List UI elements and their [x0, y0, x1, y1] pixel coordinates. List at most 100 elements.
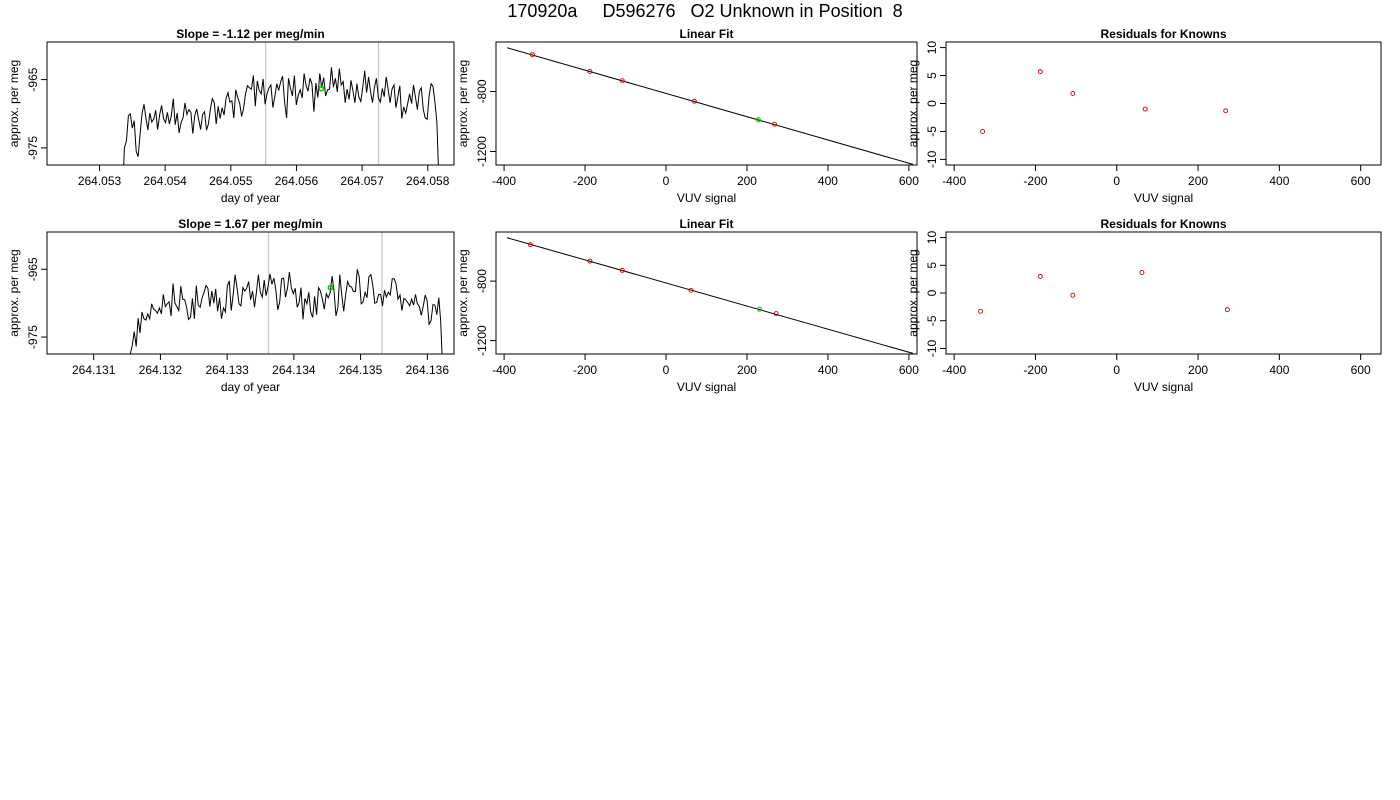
y-tick-label: 5: [925, 262, 939, 269]
plot-area: [506, 47, 914, 165]
x-tick-label: 264.053: [78, 174, 122, 188]
residual-point: [1037, 273, 1043, 279]
y-axis-label: approx. per meg: [456, 249, 470, 336]
known-point: [691, 98, 697, 104]
y-tick-label: -1200: [475, 136, 489, 167]
x-tick-label: 264.135: [339, 363, 383, 377]
y-tick-label: -965: [26, 67, 40, 91]
x-tick-label: 264.131: [72, 363, 116, 377]
plot-frame: [46, 41, 455, 166]
x-tick-label: -200: [573, 363, 597, 377]
plot-frame: [495, 231, 918, 355]
x-tick-label: 200: [1188, 174, 1208, 188]
unknown-marker: [318, 85, 325, 92]
x-tick-label: -400: [942, 363, 966, 377]
plot-area: [123, 67, 439, 165]
y-tick-label: -10: [925, 339, 939, 357]
fit-line: [506, 47, 914, 165]
plot-frame: [46, 231, 455, 355]
y-tick-label: -800: [475, 269, 489, 293]
plot-area: [980, 69, 1229, 134]
residual-point: [1223, 108, 1229, 114]
y-axis-label: approx. per meg: [906, 249, 920, 336]
residual-point: [1139, 270, 1145, 275]
x-tick-label: -200: [573, 174, 597, 188]
x-tick-label: 200: [1188, 363, 1208, 377]
x-tick-label: 264.056: [275, 174, 319, 188]
page-title: 170920a D596276 O2 Unknown in Position 8: [507, 1, 903, 21]
plot-area: [129, 269, 443, 354]
plot-frame: [945, 41, 1382, 166]
y-tick-label: -5: [925, 126, 939, 137]
chart-panel-3: Residuals for Knowns -400 -200 0 200 400 600 -1…: [906, 27, 1382, 205]
known-point: [772, 121, 777, 127]
x-tick-label: 264.134: [272, 363, 316, 377]
x-tick-label: -400: [492, 363, 516, 377]
x-tick-label: 264.057: [340, 174, 384, 188]
x-tick-label: 0: [1113, 363, 1120, 377]
unknown-point: [756, 306, 763, 312]
x-tick-label: 264.133: [205, 363, 249, 377]
plot-area: [506, 237, 914, 354]
y-tick-label: -5: [925, 315, 939, 326]
y-axis-label: approx. per meg: [906, 60, 920, 147]
known-point: [619, 78, 625, 84]
x-tick-label: 600: [899, 363, 919, 377]
x-axis-label: VUV signal: [677, 191, 736, 205]
known-point: [587, 68, 593, 74]
x-axis-label: VUV signal: [1134, 380, 1193, 394]
x-tick-label: 600: [899, 174, 919, 188]
x-tick-label: -200: [1023, 363, 1047, 377]
chart-title: Linear Fit: [679, 27, 733, 41]
y-tick-label: -975: [26, 136, 40, 160]
residual-point: [1070, 292, 1076, 298]
chart-title: Residuals for Knowns: [1100, 27, 1226, 41]
residual-point: [980, 129, 986, 134]
unknown-point: [755, 117, 761, 123]
x-axis-label: day of year: [221, 380, 280, 394]
x-tick-label: -200: [1023, 174, 1047, 188]
y-tick-label: 5: [925, 72, 939, 79]
y-axis-label: approx. per meg: [7, 249, 21, 336]
known-point: [688, 287, 694, 293]
known-point: [529, 52, 535, 58]
x-tick-label: 264.055: [209, 174, 253, 188]
chart-title: Slope = -1.12 per meg/min: [176, 27, 324, 41]
residual-point: [978, 308, 984, 314]
x-axis-label: day of year: [221, 191, 280, 205]
y-tick-label: 0: [925, 289, 939, 296]
x-tick-label: 600: [1351, 363, 1371, 377]
unknown-marker: [327, 284, 334, 291]
plot-frame: [945, 231, 1382, 355]
x-tick-label: 600: [1351, 174, 1371, 188]
x-tick-label: 264.132: [139, 363, 183, 377]
x-tick-label: 0: [1113, 174, 1120, 188]
x-tick-label: 0: [663, 363, 670, 377]
y-tick-label: -800: [475, 79, 489, 103]
chart-panel-4: Slope = 1.67 per meg/min 264.131 264.132 26…: [7, 217, 455, 394]
chart-title: Residuals for Knowns: [1100, 217, 1226, 231]
x-tick-label: 264.136: [406, 363, 450, 377]
x-tick-label: 400: [1269, 363, 1289, 377]
residual-point: [1142, 106, 1148, 112]
fit-line: [506, 237, 914, 354]
signal-trace-line: [129, 269, 443, 354]
x-tick-label: -400: [942, 174, 966, 188]
chart-title: Slope = 1.67 per meg/min: [178, 217, 322, 231]
known-point: [587, 258, 593, 264]
y-tick-label: 0: [925, 100, 939, 107]
x-tick-label: 200: [737, 363, 757, 377]
chart-panel-2: Linear Fit -400 -200 0 200 400 600 -1200 -800 VUV…: [456, 27, 919, 205]
x-tick-label: 0: [663, 174, 670, 188]
residual-point: [1070, 90, 1076, 96]
known-point: [527, 242, 533, 248]
chart-panel-5: Linear Fit -400 -200 0 200 400 600 -1200 -800 VUV…: [456, 217, 919, 394]
x-axis-label: VUV signal: [1134, 191, 1193, 205]
x-axis-label: VUV signal: [677, 380, 736, 394]
y-axis-label: approx. per meg: [7, 60, 21, 147]
x-tick-label: 264.058: [406, 174, 450, 188]
y-tick-label: -1200: [475, 325, 489, 356]
residual-point: [1037, 69, 1043, 75]
y-tick-label: -10: [925, 150, 939, 168]
